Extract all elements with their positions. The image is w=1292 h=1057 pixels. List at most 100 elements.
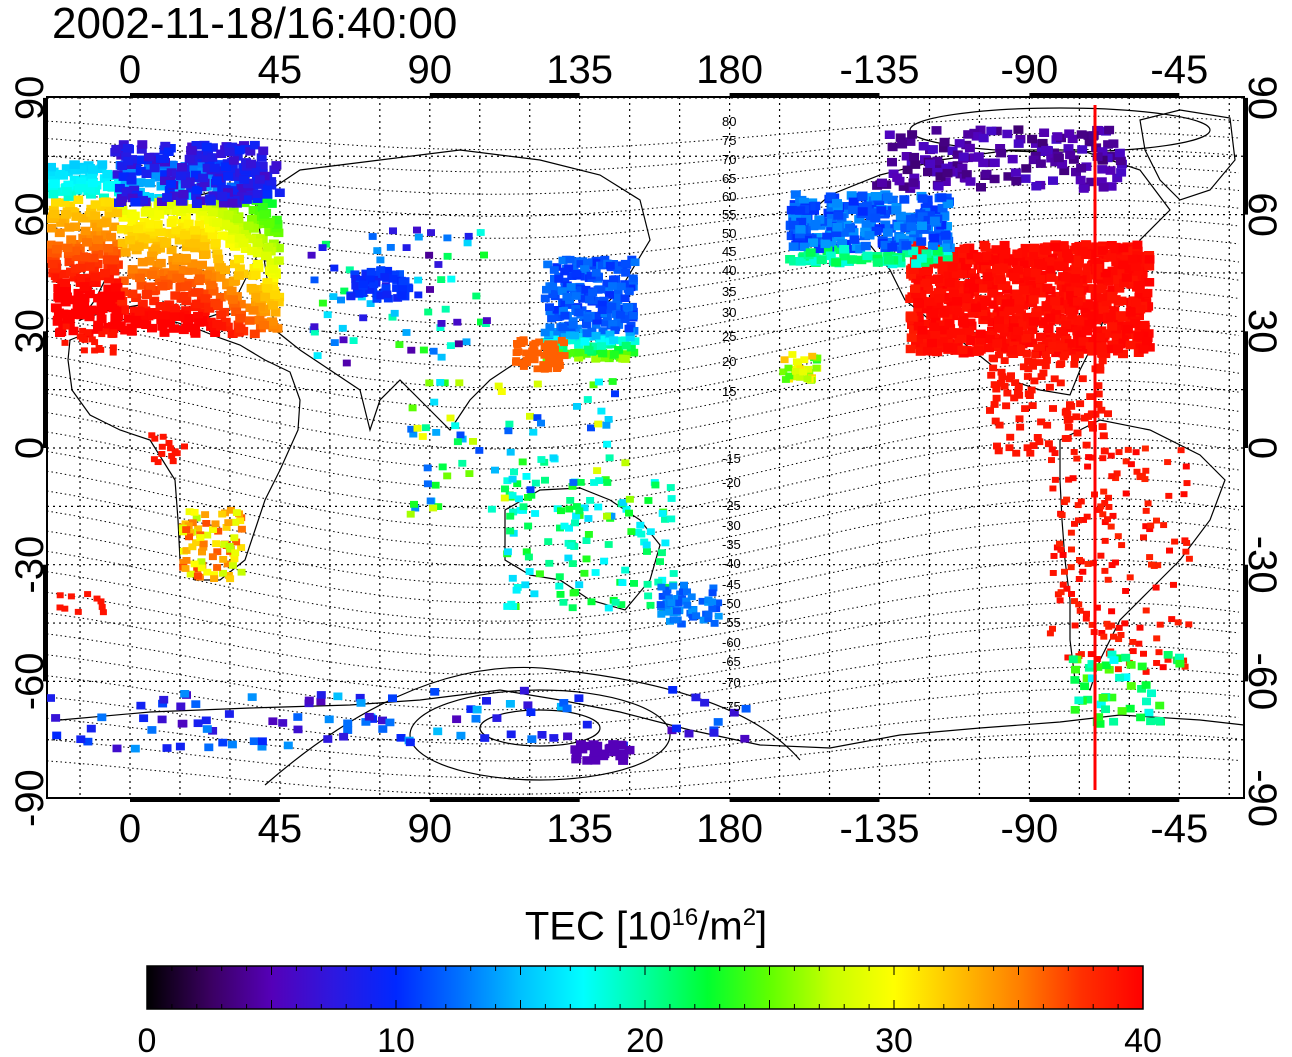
tec-cell <box>913 298 924 307</box>
tec-cell <box>80 226 91 236</box>
tec-cell <box>1165 492 1173 499</box>
tec-cell <box>961 303 972 312</box>
tec-cell <box>139 714 149 723</box>
tec-cell <box>80 347 88 354</box>
tec-cell <box>223 560 232 568</box>
tec-cell <box>786 205 797 215</box>
tec-cell <box>1174 619 1182 626</box>
tec-cell <box>103 260 114 269</box>
tec-cell <box>359 280 368 289</box>
tec-cell <box>1095 284 1106 294</box>
tec-cell <box>554 275 564 283</box>
tec-cell <box>186 146 197 156</box>
tec-cell <box>1164 656 1172 663</box>
tec-cell <box>908 265 919 274</box>
tec-cell <box>454 340 463 348</box>
tec-cell <box>130 744 140 753</box>
tec-cell <box>1056 597 1064 604</box>
tec-cell <box>930 330 941 340</box>
tec-cell <box>122 144 133 153</box>
tec-cell <box>566 497 575 504</box>
tec-cell <box>1056 379 1065 387</box>
tec-cell <box>190 560 199 568</box>
tec-cell <box>234 234 245 243</box>
tec-cell <box>591 269 601 277</box>
tec-cell <box>618 579 627 586</box>
tec-cell <box>1115 636 1123 643</box>
tec-cell <box>188 288 199 297</box>
tec-cell <box>930 205 941 214</box>
tec-cell <box>938 331 949 340</box>
tec-cell <box>1082 326 1093 336</box>
tec-cell <box>62 315 73 324</box>
tec-cell <box>97 598 105 605</box>
tec-cell <box>262 190 273 199</box>
tec-cell <box>178 719 188 728</box>
tec-cell <box>1067 403 1076 410</box>
tec-cell <box>580 265 590 273</box>
tec-cell <box>1088 454 1096 461</box>
tec-cell <box>620 259 630 268</box>
tec-cell <box>1113 319 1124 329</box>
tec-cell <box>111 316 122 325</box>
tec-cell <box>1012 449 1021 457</box>
tec-cell <box>497 388 506 395</box>
tec-cell <box>837 239 848 248</box>
tec-cell <box>535 570 544 578</box>
tec-cell <box>182 266 193 275</box>
tec-cell <box>373 247 382 254</box>
tec-cell <box>683 588 691 596</box>
tec-cell <box>527 735 537 743</box>
tec-cell <box>548 352 557 360</box>
tec-cell <box>1125 704 1135 713</box>
tec-cell <box>1101 705 1110 714</box>
tec-cell <box>204 223 215 233</box>
top-lon-tick: 135 <box>546 48 613 92</box>
tec-cell <box>540 328 550 337</box>
tec-cell <box>129 166 140 176</box>
tec-cell <box>669 570 678 577</box>
tec-cell <box>1104 125 1115 135</box>
tec-cell <box>985 334 995 344</box>
tec-cell <box>313 352 322 359</box>
tec-cell <box>68 326 79 336</box>
tec-cell <box>1007 372 1015 380</box>
tec-cell <box>366 300 375 307</box>
tec-cell <box>154 459 162 466</box>
tec-cell <box>925 211 935 220</box>
tec-cell <box>1010 168 1021 177</box>
bottom-lon-tick: 180 <box>696 807 763 851</box>
tec-cell <box>1104 410 1112 418</box>
tec-cell <box>825 251 836 260</box>
tec-cell <box>822 246 833 255</box>
tec-cell <box>621 350 631 358</box>
tec-cell <box>228 205 239 215</box>
tec-cell <box>1080 242 1091 252</box>
tec-cell <box>936 193 947 202</box>
tec-cell <box>1115 156 1126 166</box>
tec-cell <box>1068 546 1075 553</box>
tec-cell <box>808 352 817 360</box>
frame-band <box>130 797 280 802</box>
tec-cell <box>1070 449 1078 455</box>
tec-cell <box>944 305 955 315</box>
tec-cell <box>832 223 843 232</box>
tec-cell <box>49 264 60 273</box>
tec-cell <box>846 191 857 200</box>
tec-cell <box>60 297 71 307</box>
tec-cell <box>1093 126 1104 135</box>
tec-cell <box>136 701 146 710</box>
tec-cell <box>237 544 246 551</box>
tec-cell <box>1017 322 1028 331</box>
tec-cell <box>916 290 927 299</box>
tec-cell <box>135 166 146 176</box>
tec-cell <box>839 251 850 261</box>
tec-cell <box>968 283 979 293</box>
frame-band <box>1029 797 1180 802</box>
tec-cell <box>1084 320 1095 329</box>
tec-cell <box>283 741 293 750</box>
tec-cell <box>1083 610 1090 617</box>
tec-cell <box>70 222 81 231</box>
tec-cell <box>1058 512 1066 519</box>
tec-cell <box>1070 274 1081 283</box>
